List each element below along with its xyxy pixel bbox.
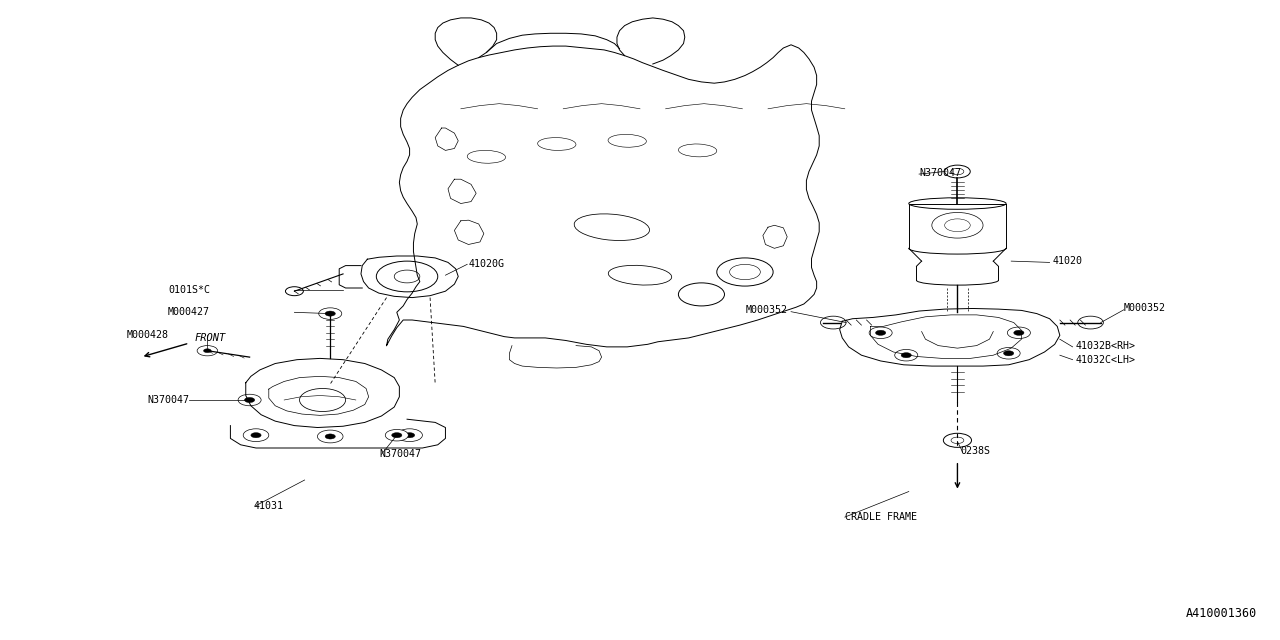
Circle shape — [244, 397, 255, 403]
Ellipse shape — [909, 198, 1006, 209]
Text: N370047: N370047 — [919, 168, 961, 178]
Circle shape — [997, 348, 1020, 359]
Text: 41020G: 41020G — [468, 259, 504, 269]
Circle shape — [243, 429, 269, 442]
Circle shape — [319, 308, 342, 319]
Circle shape — [901, 353, 911, 358]
Circle shape — [876, 330, 886, 335]
Circle shape — [895, 349, 918, 361]
Circle shape — [869, 327, 892, 339]
Circle shape — [951, 437, 964, 444]
Circle shape — [285, 287, 303, 296]
Circle shape — [951, 168, 964, 175]
Text: 41020: 41020 — [1052, 256, 1082, 266]
Text: A410001360: A410001360 — [1185, 607, 1257, 620]
Circle shape — [945, 165, 970, 178]
Text: 0101S*C: 0101S*C — [168, 285, 210, 295]
Circle shape — [404, 433, 415, 438]
Text: M000428: M000428 — [127, 330, 169, 340]
Circle shape — [392, 433, 402, 438]
Circle shape — [1078, 316, 1103, 329]
Text: 41032C<LH>: 41032C<LH> — [1075, 355, 1135, 365]
Circle shape — [1004, 351, 1014, 356]
Circle shape — [820, 316, 846, 329]
Circle shape — [943, 433, 972, 447]
Circle shape — [1007, 327, 1030, 339]
Circle shape — [197, 346, 218, 356]
Text: 41031: 41031 — [253, 500, 283, 511]
Text: M000352: M000352 — [745, 305, 787, 315]
Circle shape — [317, 430, 343, 443]
Text: M000352: M000352 — [1124, 303, 1166, 314]
Circle shape — [397, 429, 422, 442]
Circle shape — [325, 311, 335, 316]
Circle shape — [385, 429, 408, 441]
Text: 41032B<RH>: 41032B<RH> — [1075, 340, 1135, 351]
Circle shape — [1014, 330, 1024, 335]
Text: CRADLE FRAME: CRADLE FRAME — [845, 512, 916, 522]
Text: N370047: N370047 — [147, 395, 189, 405]
Text: 0238S: 0238S — [960, 446, 989, 456]
Circle shape — [251, 433, 261, 438]
Circle shape — [238, 394, 261, 406]
Text: N370047: N370047 — [379, 449, 421, 460]
Circle shape — [325, 434, 335, 439]
Circle shape — [204, 349, 211, 353]
Text: M000427: M000427 — [168, 307, 210, 317]
Text: FRONT: FRONT — [195, 333, 225, 343]
